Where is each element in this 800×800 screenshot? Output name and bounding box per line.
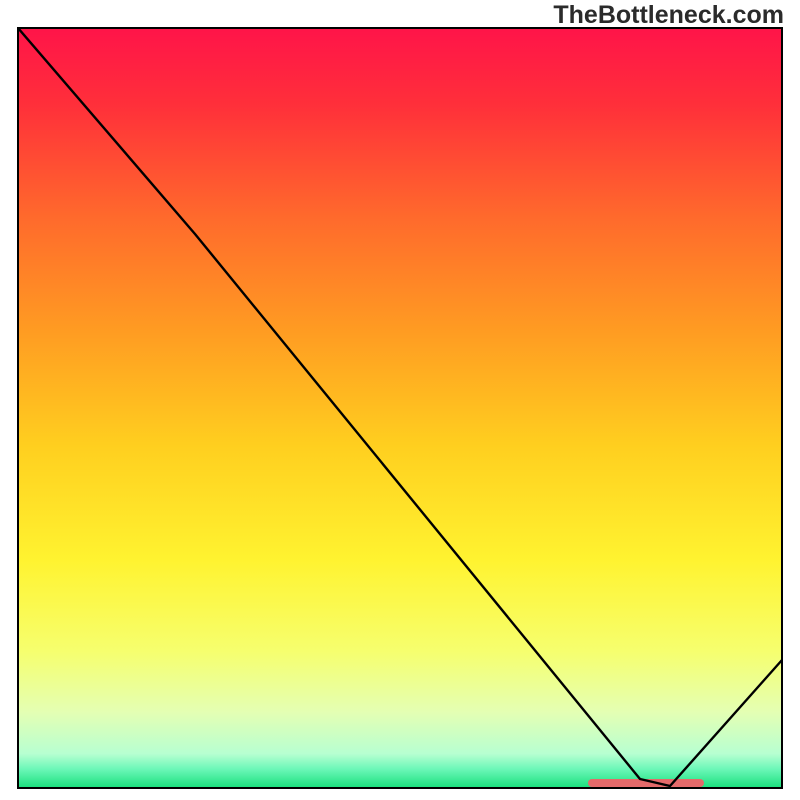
gradient-background bbox=[18, 28, 782, 788]
chart-stage: TheBottleneck.com bbox=[0, 0, 800, 800]
watermark-text: TheBottleneck.com bbox=[553, 1, 784, 30]
bottleneck-gradient-chart bbox=[0, 0, 800, 800]
